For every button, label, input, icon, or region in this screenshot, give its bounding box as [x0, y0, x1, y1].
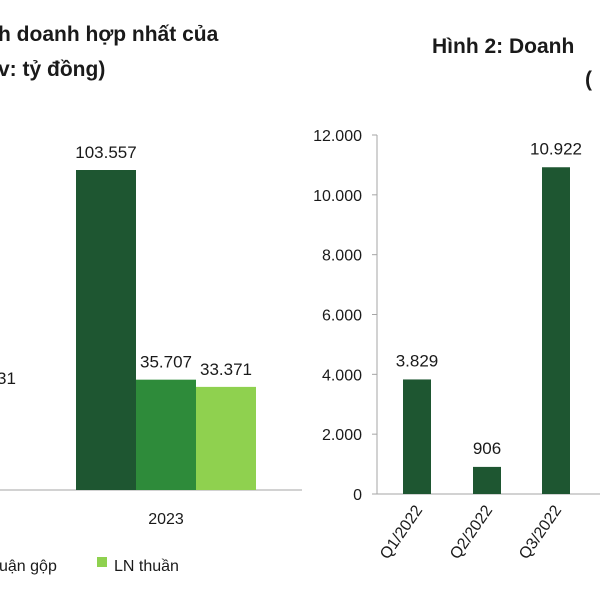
data-label-Q3/2022: 10.922 — [530, 139, 582, 158]
x-tick-Q2/2022: Q2/2022 — [447, 502, 496, 562]
bar-2023-series-1 — [76, 170, 136, 490]
y-tick-label-3: 6.000 — [322, 308, 362, 325]
y-tick-label-6: 12.000 — [313, 128, 362, 145]
legend-label-net-profit: LN thuần — [114, 558, 179, 575]
y-tick-label-0: 0 — [353, 487, 362, 504]
data-label-Q1/2022: 3.829 — [396, 351, 439, 370]
y-tick-label-5: 10.000 — [313, 188, 362, 205]
legend-label-gross-profit: uận gộp — [0, 558, 57, 575]
data-label-2023-series-2: 35.707 — [140, 353, 192, 372]
data-label-partial: 31 — [0, 369, 16, 388]
x-tick-2023: 2023 — [148, 511, 184, 528]
bar-Q1/2022 — [403, 379, 431, 494]
data-label-Q2/2022: 906 — [473, 439, 501, 458]
left-chart-title-line1: h doanh hợp nhất của — [0, 23, 219, 46]
y-tick-label-4: 8.000 — [322, 248, 362, 265]
right-chart-title-line2: ( — [585, 68, 592, 91]
bar-2023-series-3 — [196, 386, 256, 490]
legend-swatch-net-profit — [97, 557, 107, 567]
right-chart-title-line1: Hình 2: Doanh — [432, 35, 575, 58]
data-label-2023-series-3: 33.371 — [200, 360, 252, 379]
bar-2023-series-2 — [136, 379, 196, 490]
x-tick-Q1/2022: Q1/2022 — [377, 502, 426, 562]
left-chart-title-line2: v: tỷ đồng) — [0, 58, 106, 81]
bar-Q2/2022 — [473, 466, 501, 494]
bar-Q3/2022 — [542, 167, 570, 494]
x-tick-Q3/2022: Q3/2022 — [516, 502, 565, 562]
data-label-2023-series-1: 103.557 — [75, 143, 136, 162]
y-tick-label-1: 2.000 — [322, 427, 362, 444]
y-tick-label-2: 4.000 — [322, 367, 362, 384]
